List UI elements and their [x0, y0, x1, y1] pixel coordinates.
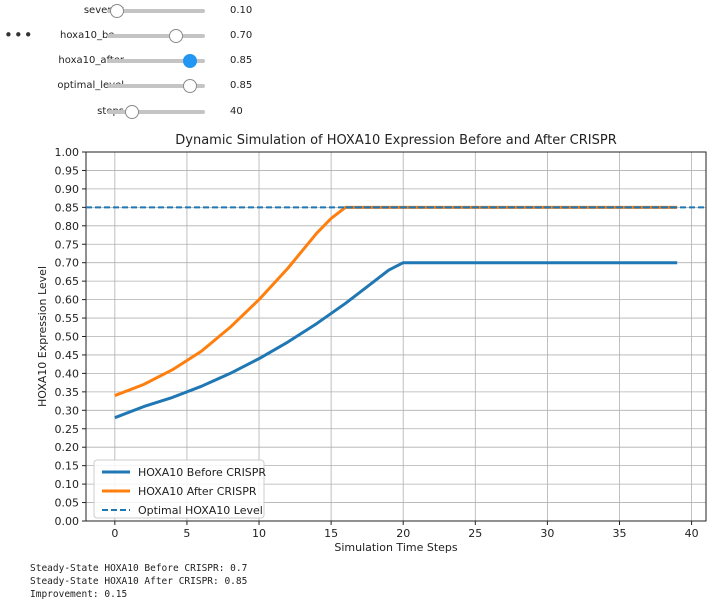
slider-value: 0.70	[230, 30, 253, 41]
slider-handle[interactable]	[183, 54, 198, 68]
y-tick-label: 0.45	[55, 349, 80, 362]
slider-track[interactable]	[107, 79, 205, 93]
slider-row-hoxa10-after: hoxa10_after 0.85	[0, 50, 300, 74]
y-tick-label: 0.25	[55, 423, 80, 436]
slider-track[interactable]	[107, 29, 205, 43]
slider-label: hoxa10_after	[58, 55, 124, 66]
slider-track[interactable]	[107, 54, 205, 68]
y-tick-label: 0.55	[55, 312, 80, 325]
y-tick-label: 0.80	[55, 220, 80, 233]
legend-label: Optimal HOXA10 Level	[138, 504, 263, 517]
slider-value: 0.85	[230, 55, 253, 66]
x-tick-label: 20	[396, 527, 410, 540]
y-axis-label: HOXA10 Expression Level	[36, 266, 49, 407]
x-tick-label: 5	[183, 527, 190, 540]
slider-value: 40	[230, 106, 243, 117]
slider-handle[interactable]	[109, 4, 124, 18]
slider-track[interactable]	[107, 105, 205, 119]
slider-value: 0.10	[230, 5, 253, 16]
slider-track[interactable]	[107, 4, 205, 18]
y-tick-label: 0.35	[55, 386, 80, 399]
slider-handle[interactable]	[183, 79, 198, 93]
y-tick-label: 0.20	[55, 441, 80, 454]
y-tick-label: 0.00	[55, 515, 80, 528]
slider-handle[interactable]	[168, 29, 183, 43]
y-tick-label: 0.85	[55, 201, 80, 214]
series-line-1	[114, 205, 678, 397]
slider-row-steps: steps 40	[0, 101, 300, 125]
y-tick-label: 0.95	[55, 164, 80, 177]
x-tick-label: 15	[324, 527, 338, 540]
y-tick-label: 0.50	[55, 331, 80, 344]
output-line-improvement: Improvement: 0.15	[30, 589, 128, 600]
slider-handle[interactable]	[125, 105, 140, 119]
output-text: Steady-State HOXA10 Before CRISPR: 0.7 S…	[30, 562, 247, 601]
y-tick-label: 0.75	[55, 238, 80, 251]
slider-label: hoxa10_be...	[60, 30, 124, 41]
y-tick-label: 0.60	[55, 294, 80, 307]
cell-collapse-ellipsis[interactable]: •••	[4, 26, 34, 44]
x-tick-label: 35	[612, 527, 626, 540]
output-line-before: Steady-State HOXA10 Before CRISPR: 0.7	[30, 563, 248, 574]
y-tick-label: 0.65	[55, 275, 80, 288]
x-tick-label: 40	[685, 527, 699, 540]
y-tick-label: 0.10	[55, 478, 80, 491]
x-tick-label: 25	[468, 527, 482, 540]
y-tick-label: 0.30	[55, 404, 80, 417]
legend-box	[93, 459, 265, 519]
legend-label: HOXA10 After CRISPR	[138, 485, 257, 498]
slider-label: optimal_level	[57, 80, 124, 91]
x-tick-label: 0	[111, 527, 118, 540]
series-line-0	[114, 261, 678, 420]
slider-row-optimal-level: optimal_level 0.85	[0, 75, 300, 99]
x-tick-label: 30	[540, 527, 554, 540]
slider-row-hoxa10-be-: hoxa10_be... 0.70	[0, 25, 300, 49]
y-tick-label: 0.90	[55, 183, 80, 196]
slider-label: severity	[83, 5, 124, 16]
expression-chart: Dynamic Simulation of HOXA10 Expression …	[36, 133, 707, 554]
slider-label: steps	[0, 106, 124, 117]
slider-row-severity: severity 0.10	[0, 0, 300, 24]
y-tick-label: 0.15	[55, 460, 80, 473]
legend-label: HOXA10 Before CRISPR	[138, 466, 266, 479]
chart-title: Dynamic Simulation of HOXA10 Expression …	[175, 133, 617, 148]
x-axis-label: Simulation Time Steps	[334, 541, 458, 554]
slider-value: 0.85	[230, 80, 253, 91]
y-tick-label: 1.00	[55, 146, 80, 159]
x-tick-label: 10	[252, 527, 266, 540]
y-tick-label: 0.70	[55, 257, 80, 270]
y-tick-label: 0.40	[55, 367, 80, 380]
output-line-after: Steady-State HOXA10 After CRISPR: 0.85	[30, 576, 248, 587]
y-tick-label: 0.05	[55, 497, 80, 510]
